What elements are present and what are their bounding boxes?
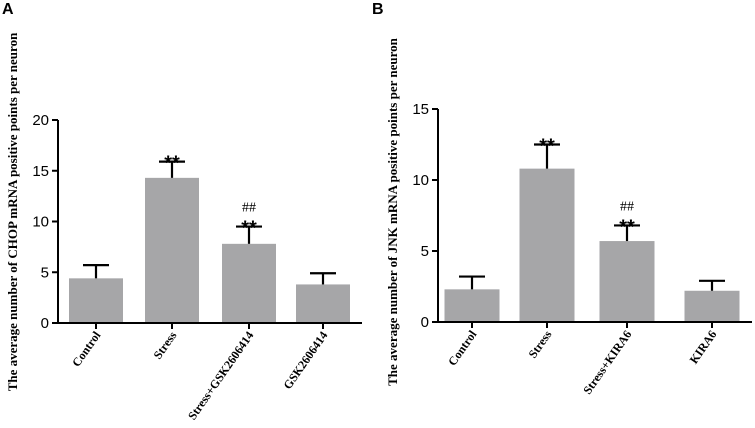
a-category-label-0: Control [69, 328, 104, 369]
b-bar-3 [684, 290, 740, 322]
a-bar-0 [69, 278, 123, 323]
a-ytick-label-4: 20 [32, 112, 49, 129]
a-category-label-2: Stress+GSK2606414 [185, 329, 256, 423]
b-significance-1-1: ** [619, 216, 635, 238]
a-category-label-3: GSK2606414 [280, 329, 330, 392]
b-bar-2 [599, 241, 655, 322]
a-ytick-label-2: 10 [32, 214, 49, 231]
b-significance-0-0: ** [539, 136, 555, 158]
b-ytick-label-3: 15 [412, 101, 429, 118]
a-bar-2 [222, 243, 276, 323]
a-bar-3 [296, 284, 350, 323]
a-significance-1-1: ** [241, 218, 257, 240]
panel-a-plot: 0 5 10 15 20 Control Stress Stress+GSK2606414 GS… [32, 112, 362, 422]
b-ytick-label-0: 0 [421, 314, 429, 331]
b-ytick-label-2: 10 [412, 172, 429, 189]
panel-a-letter: A [2, 1, 14, 18]
b-category-label-0: Control [445, 327, 480, 368]
a-ytick-label-0: 0 [41, 315, 49, 332]
panel-a-ylabel: The average number of CHOP mRNA positive… [5, 32, 20, 391]
panel-b-plot: 0 5 10 15 Control Stress Stress+KIRA6 KIRA6 ** ##… [412, 101, 752, 397]
b-ytick-label-1: 5 [421, 243, 429, 260]
b-bar-0 [444, 289, 500, 322]
a-category-label-1: Stress [151, 328, 180, 361]
a-significance-0-0: ** [164, 153, 180, 175]
b-category-label-2: Stress+KIRA6 [580, 328, 634, 397]
b-category-label-1: Stress [526, 327, 555, 360]
b-bar-1 [519, 168, 575, 322]
a-bar-1 [145, 177, 199, 323]
b-category-label-3: KIRA6 [687, 328, 720, 367]
panel-b-ylabel: The average number of JNK mRNA positive … [385, 37, 400, 386]
a-ytick-label-1: 5 [41, 264, 49, 281]
panel-a: A The average number of CHOP mRNA positi… [2, 1, 362, 422]
panel-b: B The average number of JNK mRNA positiv… [372, 1, 752, 397]
a-ytick-label-3: 15 [32, 163, 49, 180]
panel-b-letter: B [372, 1, 384, 18]
a-significance-1-0: ## [242, 201, 256, 216]
b-significance-1-0: ## [620, 199, 634, 214]
